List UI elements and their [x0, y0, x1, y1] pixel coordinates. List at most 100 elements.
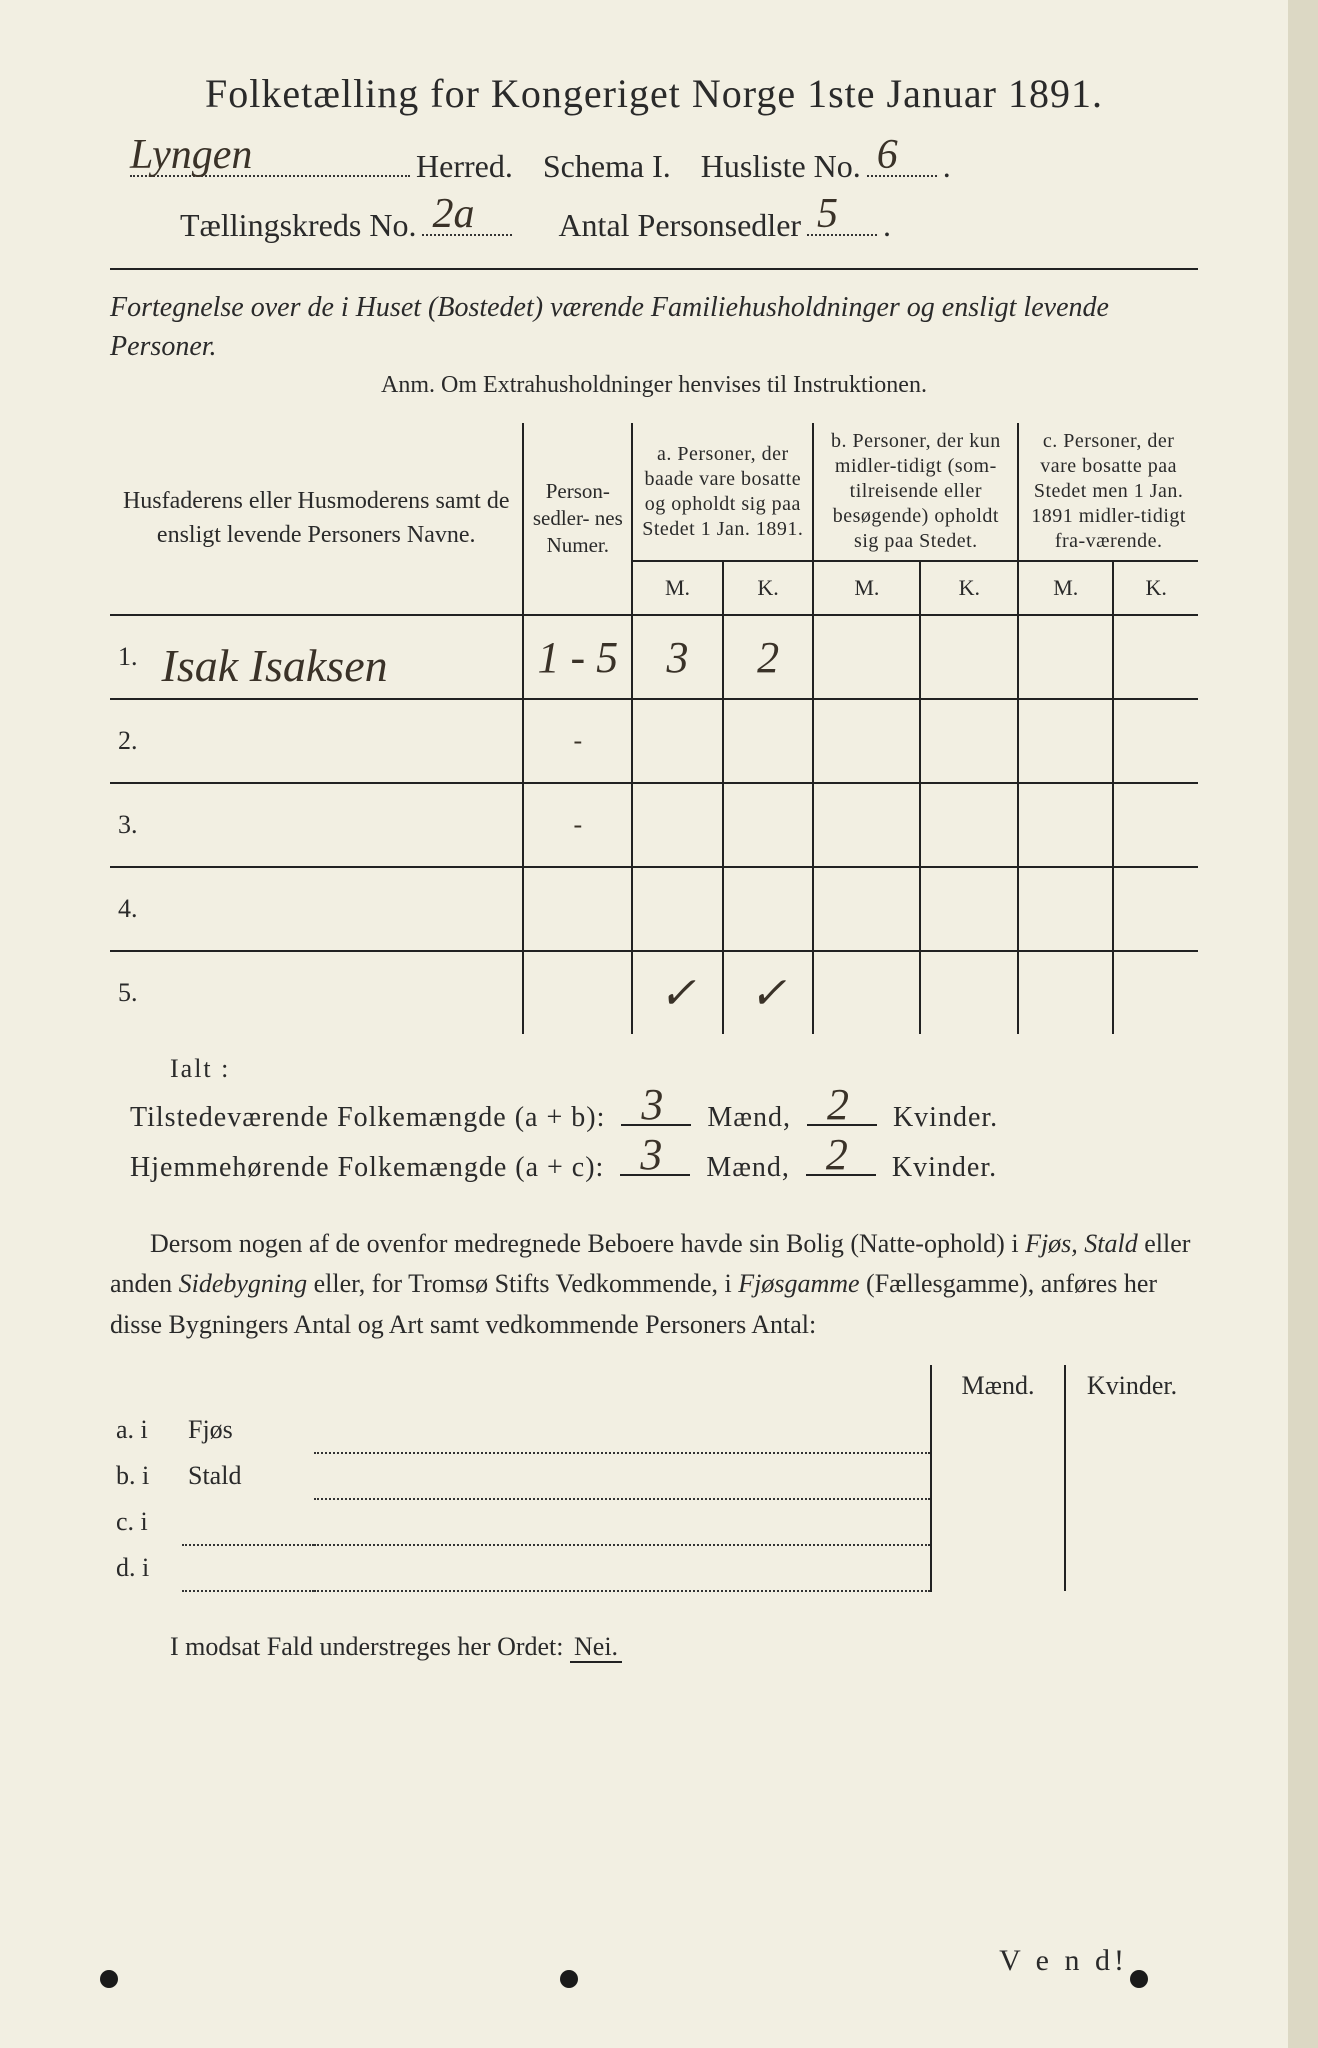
- sub-row: c. i: [110, 1499, 1198, 1545]
- row-num: 5.: [110, 951, 154, 1034]
- smudge-icon: [1130, 1970, 1148, 1988]
- sub-type: Stald: [182, 1453, 314, 1499]
- c-m-cell: [1018, 699, 1113, 783]
- sub-lab: c. i: [110, 1499, 182, 1545]
- sum1-label: Tilstedeværende Folkemængde (a + b):: [130, 1102, 605, 1133]
- numer-cell: 1 - 5: [523, 615, 632, 699]
- sub-kvinder: Kvinder.: [1065, 1365, 1198, 1407]
- b-k-cell: [920, 615, 1018, 699]
- name-cell: Isak Isaksen: [154, 615, 524, 699]
- b-k-cell: [920, 783, 1018, 867]
- a-k-cell: ✓: [723, 951, 814, 1034]
- numer-cell: [523, 867, 632, 951]
- sub-k: [1065, 1499, 1198, 1545]
- kreds-label: Tællingskreds No.: [180, 207, 416, 244]
- maend-label: Mænd,: [706, 1152, 790, 1183]
- c-k-cell: [1113, 951, 1198, 1034]
- sub-m: [931, 1499, 1065, 1545]
- a-m-cell: [632, 867, 723, 951]
- dersom-text: Sidebygning: [179, 1269, 308, 1298]
- c-k-cell: [1113, 783, 1198, 867]
- numer-cell: -: [523, 783, 632, 867]
- sum2-k: 2: [826, 1129, 849, 1180]
- col-c: c. Personer, der vare bosatte paa Stedet…: [1018, 423, 1198, 561]
- a-m-cell: 3: [632, 615, 723, 699]
- main-table: Husfaderens eller Husmoderens samt de en…: [110, 423, 1198, 1034]
- row-num: 3.: [110, 783, 154, 867]
- husliste-value: 6: [877, 131, 898, 179]
- c-m-cell: [1018, 783, 1113, 867]
- header-line-2: Tællingskreds No. 2a Antal Personsedler …: [180, 195, 1198, 243]
- a-m: M.: [632, 561, 723, 615]
- husliste-label: Husliste No.: [701, 148, 861, 185]
- sub-k: [1065, 1453, 1198, 1499]
- herred-value: Lyngen: [130, 131, 252, 179]
- dersom-text: Dersom nogen af de ovenfor medregnede Be…: [150, 1229, 1025, 1258]
- a-k-cell: [723, 783, 814, 867]
- c-k-cell: [1113, 867, 1198, 951]
- a-m-cell: [632, 783, 723, 867]
- page-title: Folketælling for Kongeriget Norge 1ste J…: [110, 70, 1198, 117]
- b-k-cell: [920, 951, 1018, 1034]
- numer-cell: -: [523, 699, 632, 783]
- b-k: K.: [920, 561, 1018, 615]
- row-num: 1.: [110, 615, 154, 699]
- sub-m: [931, 1407, 1065, 1453]
- smudge-icon: [100, 1970, 118, 1988]
- sub-maend: Mænd.: [931, 1365, 1065, 1407]
- b-k-cell: [920, 867, 1018, 951]
- table-row: 3. -: [110, 783, 1198, 867]
- nei-text: Nei.: [570, 1632, 622, 1663]
- c-m-cell: [1018, 867, 1113, 951]
- anm-text: Anm. Om Extrahusholdninger henvises til …: [110, 372, 1198, 399]
- a-m-cell: [632, 699, 723, 783]
- sub-row: b. i Stald: [110, 1453, 1198, 1499]
- table-row: 5. ✓ ✓: [110, 951, 1198, 1034]
- table-row: 2. -: [110, 699, 1198, 783]
- sub-dots: [182, 1499, 931, 1545]
- row-num: 2.: [110, 699, 154, 783]
- sub-dots: [314, 1453, 931, 1499]
- b-m-cell: [813, 951, 920, 1034]
- name-cell: [154, 951, 524, 1034]
- a-k-cell: [723, 699, 814, 783]
- kreds-value: 2a: [432, 190, 474, 238]
- dersom-text: Fjøsgamme: [738, 1269, 859, 1298]
- dersom-text: Fjøs, Stald: [1025, 1229, 1138, 1258]
- sub-lab: b. i: [110, 1453, 182, 1499]
- header-line-1: Lyngen Herred. Schema I. Husliste No. 6 …: [110, 137, 1198, 185]
- sub-lab: d. i: [110, 1545, 182, 1591]
- b-m: M.: [813, 561, 920, 615]
- b-m-cell: [813, 867, 920, 951]
- name-cell: [154, 699, 524, 783]
- dersom-paragraph: Dersom nogen af de ovenfor medregnede Be…: [110, 1224, 1198, 1345]
- col-numer: Person- sedler- nes Numer.: [523, 423, 632, 615]
- b-m-cell: [813, 699, 920, 783]
- b-m-cell: [813, 615, 920, 699]
- c-k-cell: [1113, 615, 1198, 699]
- sum1-m: 3: [641, 1079, 664, 1130]
- antal-value: 5: [817, 190, 838, 238]
- sub-table: Mænd. Kvinder. a. i Fjøs b. i Stald c. i…: [110, 1365, 1198, 1592]
- c-m: M.: [1018, 561, 1113, 615]
- person-name: Isak Isaksen: [162, 639, 388, 692]
- vend-text: V e n d!: [999, 1944, 1128, 1978]
- ialt-label: Ialt :: [170, 1054, 1198, 1084]
- b-k-cell: [920, 699, 1018, 783]
- c-m-cell: [1018, 615, 1113, 699]
- sum2-m: 3: [640, 1129, 663, 1180]
- name-cell: [154, 867, 524, 951]
- sub-dots: [182, 1545, 931, 1591]
- c-k-cell: [1113, 699, 1198, 783]
- sub-m: [931, 1453, 1065, 1499]
- smudge-icon: [560, 1970, 578, 1988]
- col-a: a. Personer, der baade vare bosatte og o…: [632, 423, 813, 561]
- a-k: K.: [723, 561, 814, 615]
- sum-line-1: Tilstedeværende Folkemængde (a + b): 3 M…: [130, 1096, 1198, 1134]
- sum2-label: Hjemmehørende Folkemængde (a + c):: [130, 1152, 604, 1183]
- a-k-cell: 2: [723, 615, 814, 699]
- schema-label: Schema I.: [543, 148, 671, 185]
- a-m-cell: ✓: [632, 951, 723, 1034]
- maend-label: Mænd,: [707, 1102, 791, 1133]
- numer-cell: [523, 951, 632, 1034]
